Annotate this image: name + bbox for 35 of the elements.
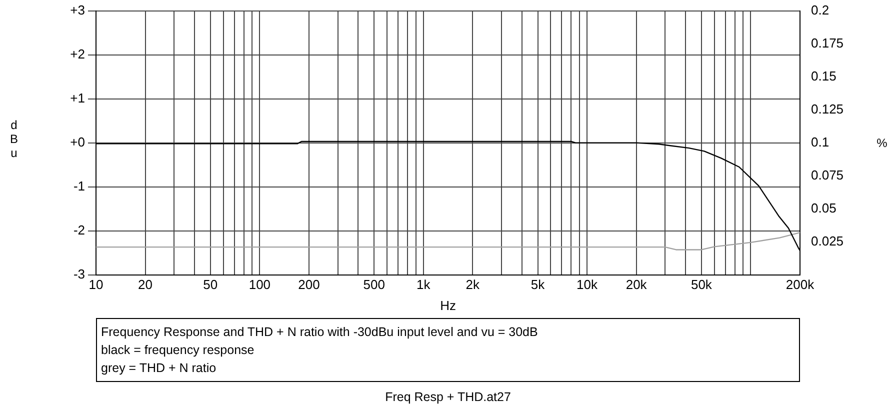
y2-tick-label: 0.2 [811,2,830,18]
y-axis-title: dBu [10,118,18,160]
x-tick-label: 50k [690,277,712,292]
text: grey = THD + N ratio [101,360,218,377]
x-axis-title: Hz [440,298,456,313]
x-tick-label: 10 [88,277,104,292]
x-tick-label: 200k [786,277,815,292]
y-tick-label: +2 [70,46,85,62]
x-tick-label: 10k [576,277,598,292]
x-tick-label: 5k [530,277,546,292]
y-tick-label: +3 [70,2,85,18]
text: Freq Resp + THD.at27 [384,390,512,404]
x-tick-label: 20 [138,277,153,292]
x-tick-label: 20k [626,277,648,292]
x-tick-label: 500 [363,277,385,292]
x-tick-label: 2k [466,277,480,292]
y2-tick-label: 0.125 [811,101,844,116]
x-tick-label: 100 [248,277,271,292]
y2-tick-label: 0.075 [811,167,844,182]
y-tick-label: -2 [73,222,85,238]
y2-axis-title: % [876,136,888,150]
y-tick-label: +0 [70,134,85,150]
x-tick-label: 50 [203,277,218,292]
y2-tick-label: 0.15 [811,68,836,84]
x-tick-label: 200 [298,277,320,292]
y-tick-label: -1 [73,178,85,194]
x-tick-label: 1k [416,277,431,292]
y2-tick-label: 0.1 [811,134,830,150]
y-tick-label: +1 [70,90,85,106]
y2-tick-label: 0.025 [811,233,844,248]
y2-tick-label: 0.05 [811,200,836,216]
y-tick-label: -3 [73,266,85,282]
y2-tick-label: 0.175 [811,35,844,50]
text: black = frequency response [101,342,256,359]
text: Frequency Response and THD + N ratio with -30dBu input level and vu = 30dB [101,324,539,341]
